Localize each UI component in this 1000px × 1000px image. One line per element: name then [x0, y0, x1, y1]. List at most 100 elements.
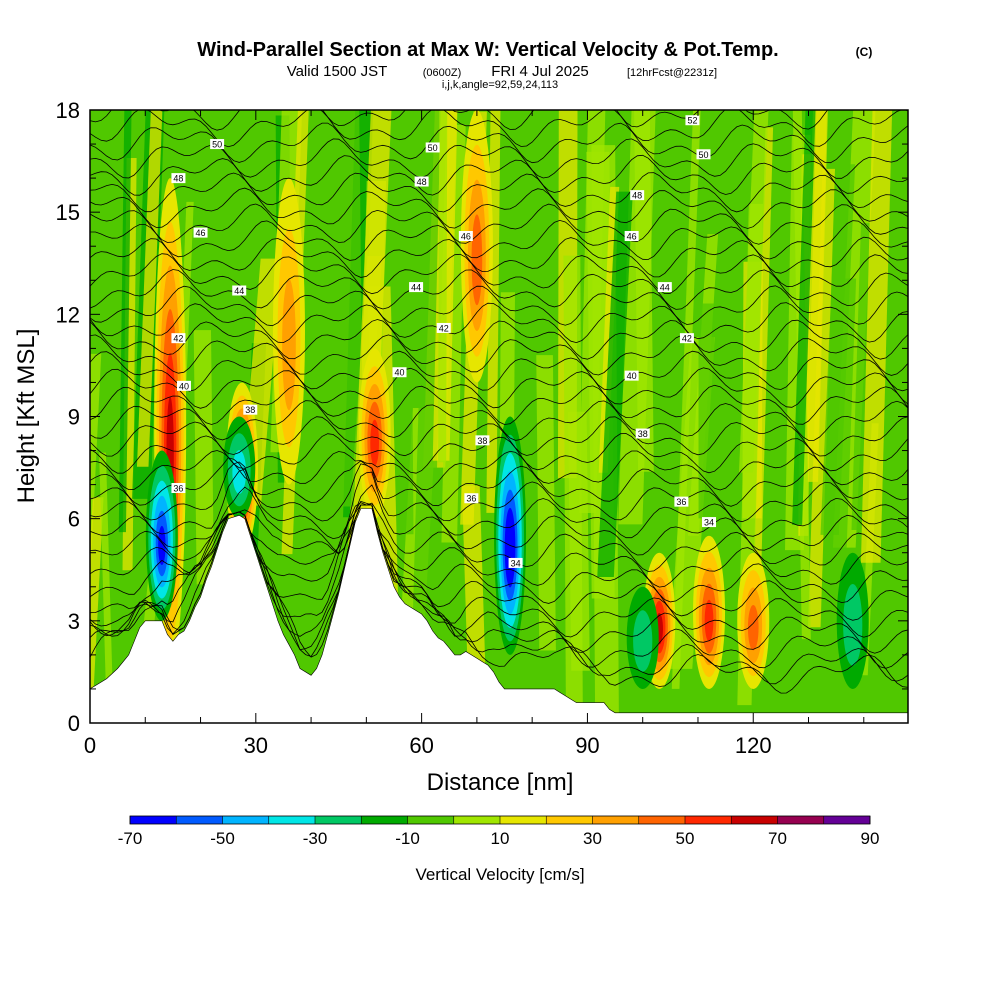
colorbar-segment [130, 816, 177, 824]
velocity-bands [90, 110, 907, 718]
contour-label-text: 42 [682, 334, 692, 344]
theta-contour-line [90, 502, 908, 572]
contour-label-text: 46 [627, 232, 637, 242]
velocity-streak [618, 110, 656, 525]
downdraft-cell-band [633, 610, 653, 672]
contour-label-text: 42 [439, 323, 449, 333]
contour-label-text: 36 [676, 497, 686, 507]
theta-contour-line [90, 110, 908, 148]
colorbar-segment [176, 816, 223, 824]
contour-label-box [635, 428, 650, 439]
theta-contours [90, 110, 908, 694]
theta-contour-line [90, 203, 908, 245]
contour-label-box [436, 322, 451, 333]
theta-contour-line [90, 384, 908, 425]
theta-contour-line [90, 236, 908, 278]
copyright-mark: (C) [856, 45, 873, 59]
downdraft-cell-band [843, 584, 863, 666]
valid-utc: (0600Z) [423, 67, 462, 79]
theta-contour-line [90, 138, 908, 179]
colorbar-segment [453, 816, 501, 824]
colorbar-tick-label: 50 [676, 829, 695, 848]
valid-date: FRI 4 Jul 2025 [491, 63, 589, 80]
downdraft-cell-band [158, 525, 166, 566]
theta-contour-label: 52 [685, 115, 700, 126]
theta-contour-label: 34 [702, 517, 717, 528]
colorbar-segment [361, 816, 408, 824]
contour-label-text: 52 [687, 116, 697, 126]
theta-contour-label: 44 [232, 285, 247, 296]
contour-label-text: 36 [173, 484, 183, 494]
velocity-streak [99, 452, 114, 702]
contour-label-box [425, 142, 440, 153]
velocity-streak [136, 110, 163, 467]
colorbar-tick-label: 90 [861, 829, 880, 848]
theta-contour-line [90, 461, 908, 523]
theta-contour-label: 44 [409, 282, 424, 293]
theta-contour-line [90, 350, 908, 392]
theta-contour-line [90, 269, 908, 310]
colorbar-tick-label: -30 [303, 829, 328, 848]
colorbar-segment [268, 816, 316, 824]
colorbar-segment [500, 816, 547, 824]
velocity-streak [118, 110, 132, 533]
theta-contour-line [90, 484, 908, 556]
chart-title: Wind-Parallel Section at Max W: Vertical… [197, 39, 778, 61]
colorbar-tick-label: 70 [768, 829, 787, 848]
grid-indices: i,j,k,angle=92,59,24,113 [442, 79, 558, 91]
theta-contour-label: 40 [176, 380, 191, 391]
theta-contour-line [90, 172, 908, 213]
y-tick-label: 3 [68, 609, 80, 634]
contour-label-text: 46 [196, 228, 206, 238]
contour-label-text: 44 [660, 283, 670, 293]
velocity-streak [536, 355, 556, 651]
contour-label-text: 42 [173, 334, 183, 344]
x-axis-label: Distance [nm] [427, 769, 574, 796]
contour-label-text: 40 [627, 371, 637, 381]
contour-label-text: 44 [411, 283, 421, 293]
colorbar-segment [407, 816, 455, 824]
y-tick-label: 0 [68, 711, 80, 736]
contour-label-box [414, 176, 429, 187]
x-tick-label: 60 [409, 733, 433, 758]
theta-contour-line [90, 319, 908, 360]
y-tick-label: 12 [56, 302, 80, 327]
theta-contour-label: 50 [425, 142, 440, 153]
colorbar-tick-label: -50 [210, 829, 235, 848]
x-tick-label: 90 [575, 733, 599, 758]
theta-contour-line [90, 219, 908, 261]
valid-time: Valid 1500 JST [287, 63, 388, 80]
velocity-streak [578, 110, 606, 514]
updraft-cell-band [471, 214, 483, 306]
contour-label-box [630, 190, 645, 201]
velocity-streak [193, 330, 214, 585]
contour-label-box [702, 517, 717, 528]
contour-label-box [409, 282, 424, 293]
contour-label-box [685, 115, 700, 126]
contour-label-text: 40 [179, 381, 189, 391]
theta-contour-label: 48 [414, 176, 429, 187]
theta-contour-line [90, 416, 908, 457]
contour-label-box [193, 227, 208, 238]
velocity-streak [563, 255, 583, 711]
contour-label-text: 38 [477, 436, 487, 446]
theta-contour-label: 50 [210, 139, 225, 150]
theta-contour-line [90, 154, 908, 196]
theta-contour-label: 42 [679, 333, 694, 344]
contour-label-text: 40 [395, 368, 405, 378]
x-tick-label: 0 [84, 733, 96, 758]
terrain [90, 508, 908, 723]
velocity-streak [399, 110, 414, 535]
x-tick-label: 30 [244, 733, 268, 758]
velocity-streak [597, 191, 633, 578]
velocity-streak [212, 180, 237, 649]
contour-label-box [392, 367, 407, 378]
y-tick-label: 18 [56, 98, 80, 123]
colorbar-label: Vertical Velocity [cm/s] [415, 865, 584, 884]
colorbar-segment [315, 816, 362, 824]
contour-label-text: 34 [511, 558, 521, 568]
y-tick-label: 6 [68, 507, 80, 532]
y-tick-label: 15 [56, 200, 80, 225]
theta-contour-label: 34 [508, 557, 523, 568]
contour-label-text: 50 [212, 140, 222, 150]
